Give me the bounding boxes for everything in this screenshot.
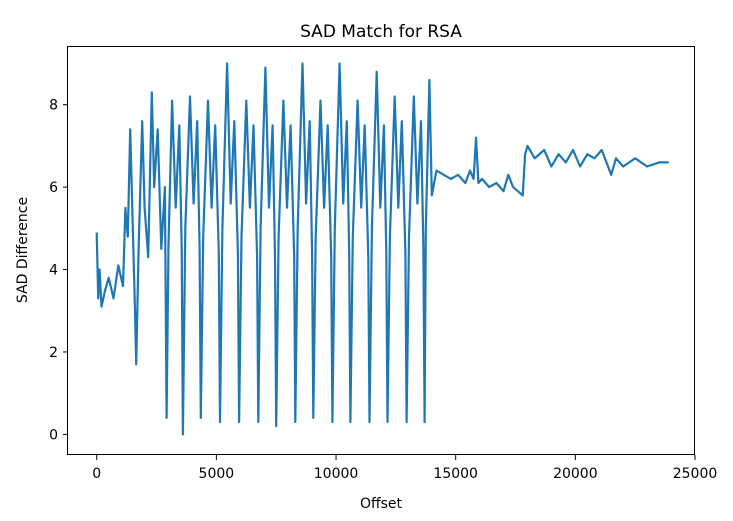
series-line-0 <box>95 62 669 436</box>
x-tick-label: 5000 <box>199 466 235 482</box>
x-tick-label: 10000 <box>314 466 359 482</box>
x-tick-label: 0 <box>92 466 101 482</box>
chart-title: SAD Match for RSA <box>300 22 462 42</box>
x-tick-label: 25000 <box>673 466 718 482</box>
x-tick-label: 15000 <box>433 466 478 482</box>
y-axis-label: SAD Difference <box>15 197 31 303</box>
plot-frame <box>67 46 695 455</box>
x-axis-label: Offset <box>360 496 403 512</box>
y-tick-label: 8 <box>49 98 58 114</box>
x-tick-label: 20000 <box>553 466 598 482</box>
y-tick-label: 6 <box>49 180 58 196</box>
y-tick-label: 2 <box>49 345 58 361</box>
y-tick-label: 0 <box>49 427 58 443</box>
y-tick-label: 4 <box>49 263 58 279</box>
